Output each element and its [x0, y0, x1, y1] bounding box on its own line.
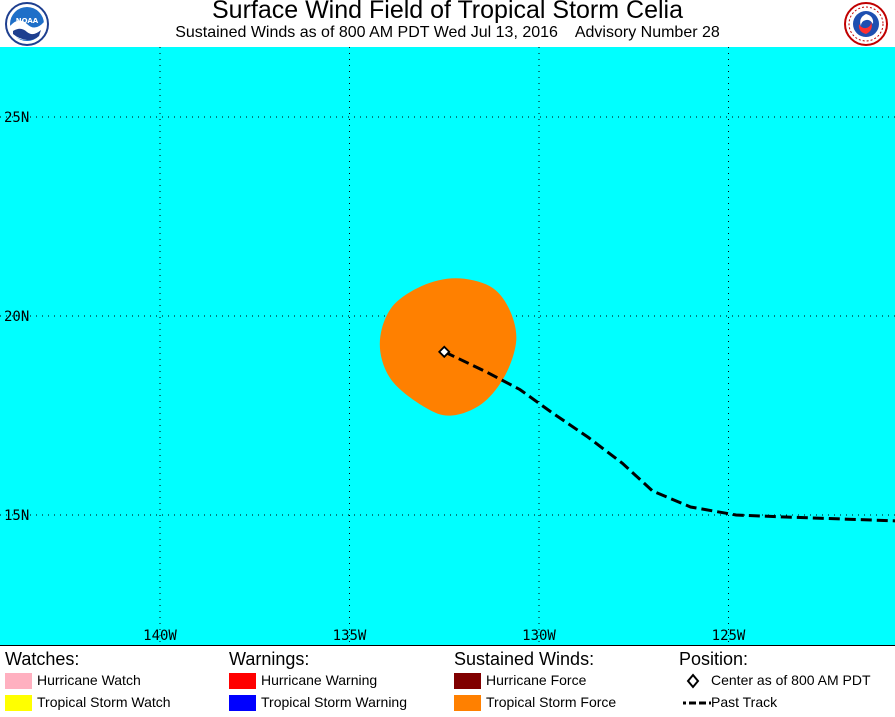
diamond-icon: [686, 673, 700, 689]
tropical-storm-force-wind-field[interactable]: [379, 278, 517, 416]
hurricane-warning-label: Hurricane Warning: [261, 672, 378, 688]
hurricane-watch-swatch: [5, 673, 32, 689]
legend: Watches: Hurricane Watch Tropical Storm …: [0, 645, 895, 717]
legend-winds-heading: Sustained Winds:: [454, 649, 595, 669]
tropical-storm-watch-label: Tropical Storm Watch: [37, 694, 171, 710]
map-subtitle: Sustained Winds as of 800 AM PDT Wed Jul…: [175, 24, 720, 41]
hurricane-force-swatch: [454, 673, 481, 689]
longitude-label: 135W: [333, 628, 367, 644]
grid-labels: 25N 20N 15N 140W 135W 130W 125W: [4, 110, 746, 644]
hurricane-warning-swatch: [229, 673, 256, 689]
longitude-label: 130W: [522, 628, 556, 644]
storm-center-marker-icon[interactable]: [437, 345, 451, 359]
past-track-line[interactable]: [443, 350, 895, 523]
nws-logo-icon: [844, 2, 888, 46]
track-label: Past Track: [711, 694, 778, 710]
map-title: Surface Wind Field of Tropical Storm Cel…: [211, 0, 683, 24]
hurricane-watch-label: Hurricane Watch: [37, 672, 141, 688]
dashed-line-icon: [683, 701, 711, 705]
tropical-storm-force-swatch: [454, 695, 481, 711]
noaa-logo-icon: NOAA: [5, 2, 49, 46]
header: NOAA Surface Wind Field of Tropical Stor…: [0, 0, 895, 47]
lat-lon-grid: [0, 47, 895, 645]
svg-text:NOAA: NOAA: [16, 17, 39, 25]
tropical-storm-warning-label: Tropical Storm Warning: [261, 694, 408, 710]
latitude-label: 15N: [4, 508, 29, 524]
legend-watches-heading: Watches:: [5, 649, 80, 669]
tropical-storm-watch-swatch: [5, 695, 32, 711]
map-area[interactable]: 25N 20N 15N 140W 135W 130W 125W: [0, 47, 895, 645]
longitude-label: 140W: [143, 628, 177, 644]
latitude-label: 25N: [4, 110, 29, 126]
legend-position-heading: Position:: [679, 649, 749, 669]
legend-warnings-heading: Warnings:: [229, 649, 310, 669]
latitude-label: 20N: [4, 309, 29, 325]
tropical-storm-warning-swatch: [229, 695, 256, 711]
center-label: Center as of 800 AM PDT: [711, 672, 871, 688]
tropical-storm-force-label: Tropical Storm Force: [486, 694, 617, 710]
longitude-label: 125W: [712, 628, 746, 644]
hurricane-force-label: Hurricane Force: [486, 672, 587, 688]
map-canvas[interactable]: 25N 20N 15N 140W 135W 130W 125W: [0, 47, 895, 645]
